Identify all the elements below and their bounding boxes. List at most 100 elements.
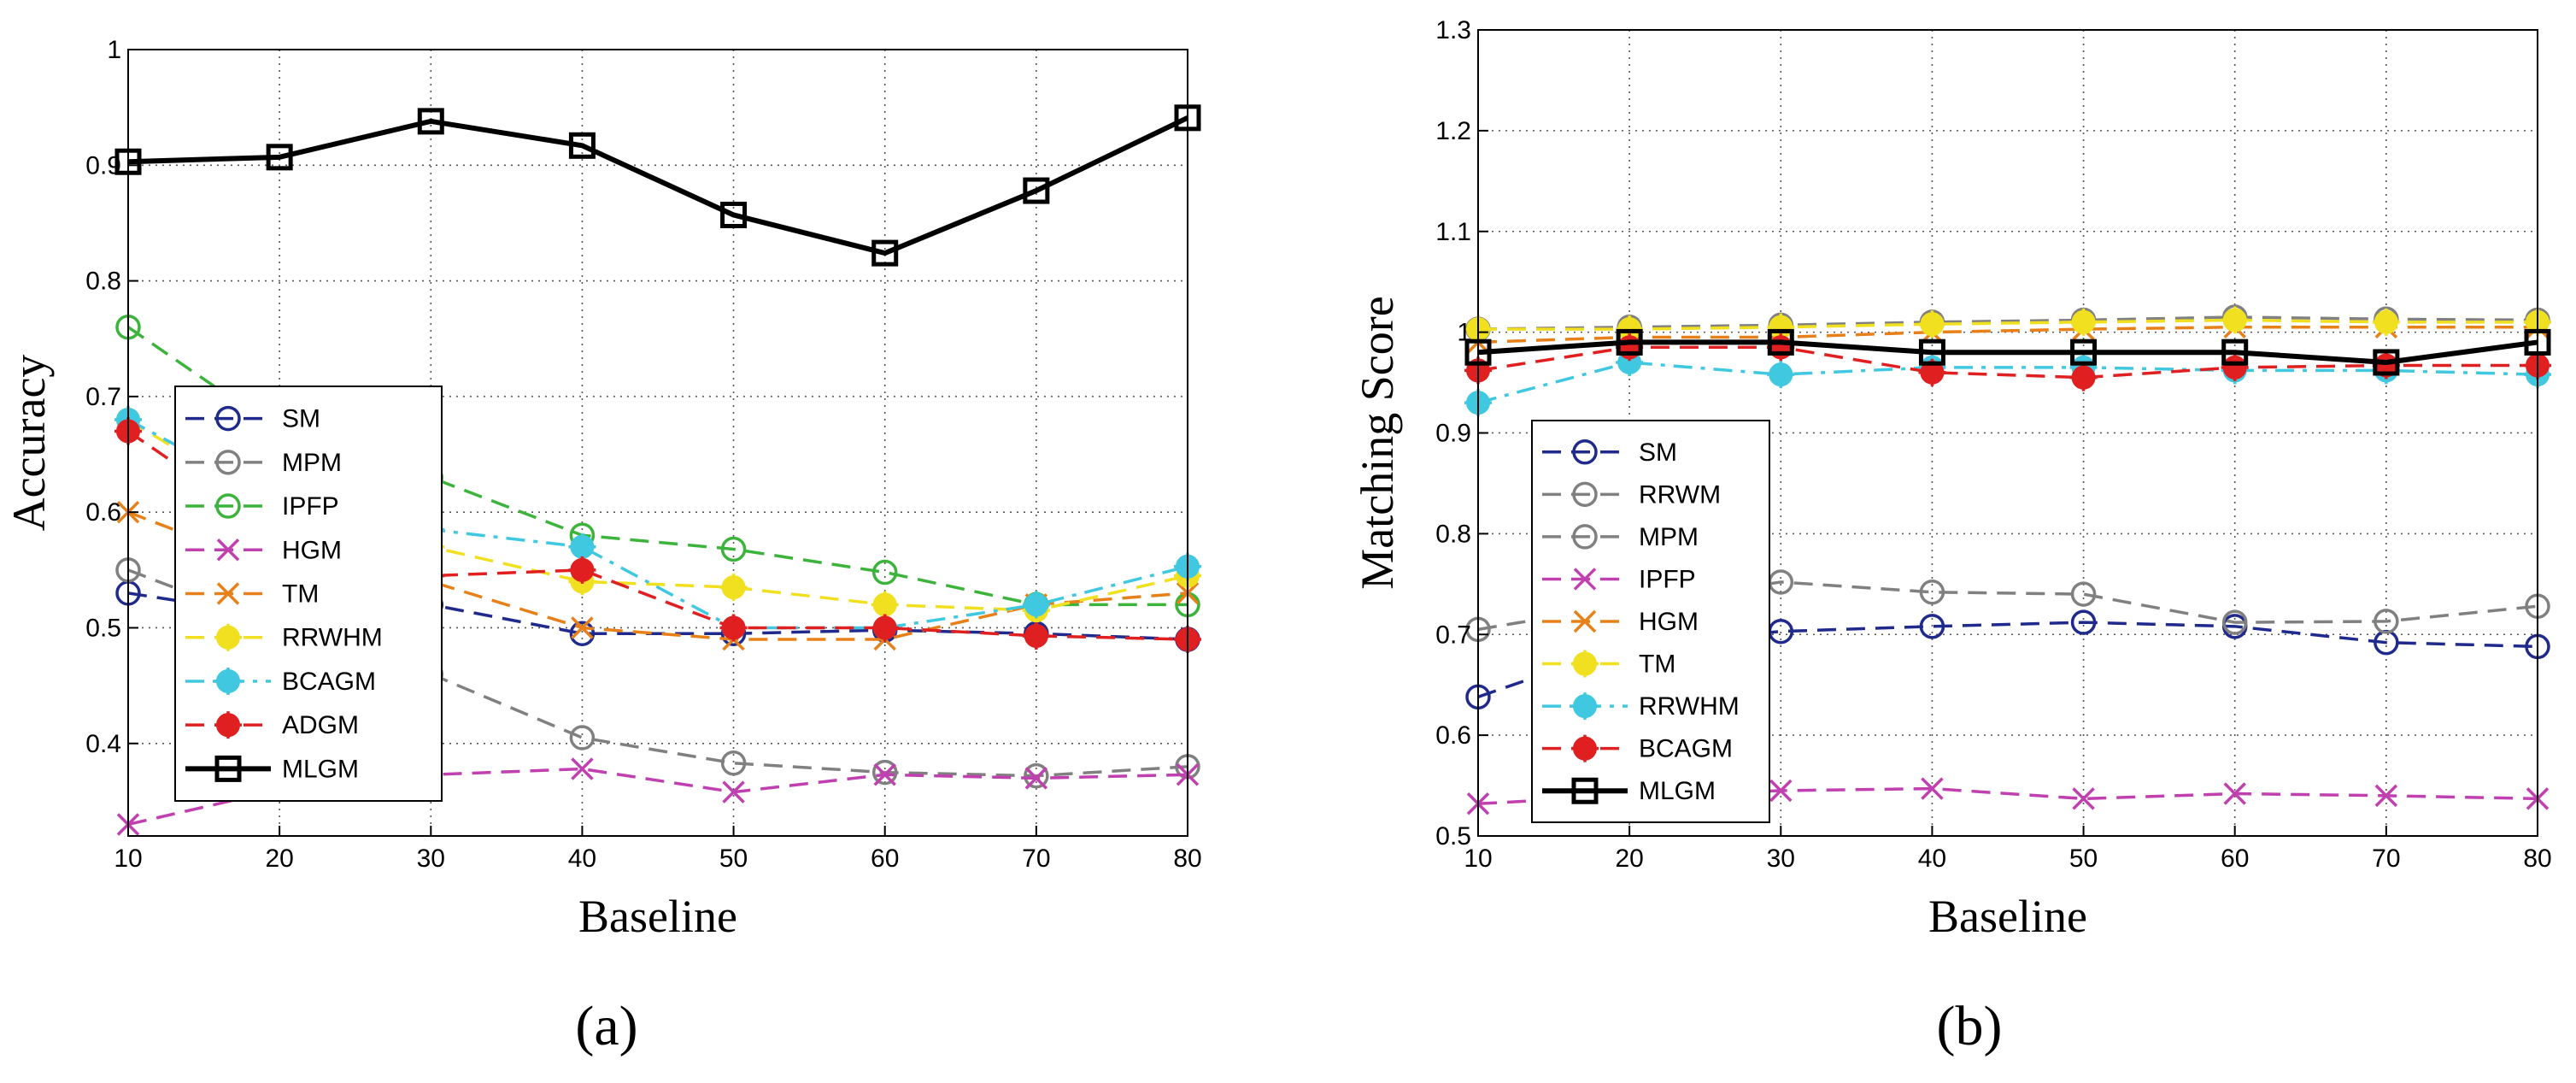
legend-label: HGM (282, 536, 342, 564)
data-point-mpm (720, 750, 747, 776)
legend-entry-mlgm: MLGM (1542, 777, 1716, 805)
legend-marker (1573, 568, 1597, 591)
x-tick-label: 30 (1767, 845, 1795, 873)
legend-label: IPFP (282, 492, 339, 521)
legend-label: TM (1639, 650, 1675, 679)
data-point-hgm (722, 780, 745, 803)
data-point-mlgm (2221, 338, 2249, 366)
data-point-ipfp (871, 559, 898, 586)
legend-label: BCAGM (1639, 735, 1733, 763)
data-point-mlgm (720, 201, 748, 228)
x-tick-label: 80 (2523, 845, 2551, 873)
data-point-adgm (719, 614, 748, 642)
y-tick-label: 1.3 (1435, 16, 1471, 44)
legend-label: RRWHM (1639, 692, 1740, 721)
y-tick-label: 0.6 (85, 498, 121, 527)
x-tick-label: 30 (417, 845, 445, 873)
legend-entry-tm: TM (1542, 650, 1675, 679)
x-tick-label: 20 (265, 845, 293, 873)
legend-marker (215, 493, 241, 519)
series-line-bcagm (127, 418, 1188, 630)
legend-marker (1571, 650, 1599, 678)
data-point-sm (1919, 614, 1945, 639)
series-line-rrwhm (1477, 361, 2538, 404)
legend-marker (1573, 609, 1597, 633)
legend-entry-tm: TM (185, 580, 319, 609)
legend-entry-adgm: ADGM (185, 711, 359, 739)
y-ticks-b: 0.5 0.6 0.7 0.8 0.9 1 1.1 1.2 1.3 (1435, 16, 1488, 851)
data-point-bcagm (2069, 363, 2098, 391)
data-point-rrwm (2221, 609, 2248, 635)
data-point-adgm (871, 614, 899, 642)
data-point-hgm (571, 757, 594, 780)
series-line-hgm (1477, 325, 2538, 344)
y-tick-label: 0.7 (85, 383, 121, 411)
legend-label: MPM (282, 449, 342, 477)
x-tick-label: 70 (2372, 845, 2400, 873)
x-axis-label-b: Baseline (1928, 891, 2087, 942)
data-point-tm (1918, 310, 1946, 338)
data-point-mlgm (266, 144, 293, 171)
x-tick-label: 10 (114, 845, 142, 873)
data-point-mpm (569, 725, 596, 750)
legend-marker (215, 405, 241, 432)
data-point-rrwm (2070, 581, 2097, 607)
x-tick-label: 70 (1022, 845, 1050, 873)
legend-marker (216, 539, 240, 562)
data-point-rrwhm (1767, 361, 1795, 389)
legend-entry-ipfp: IPFP (1542, 565, 1696, 593)
data-point-mlgm (871, 239, 899, 267)
data-point-mpm (1024, 762, 1049, 789)
legend-marker (1572, 439, 1598, 465)
series-mlgm (114, 104, 1201, 267)
data-point-mlgm (417, 108, 444, 135)
y-tick-label: 1.1 (1435, 218, 1471, 246)
legend-entry-hgm: HGM (185, 536, 342, 564)
y-axis-label-b: Matching Score (1352, 296, 1403, 589)
legend-b: SM RRWM MPM IPFP HGM TM RRWHM BCAGM MLGM (1531, 420, 1770, 823)
data-point-tm (2372, 308, 2400, 336)
data-point-ipfp (2374, 784, 2398, 808)
data-point-mlgm (2070, 338, 2098, 366)
x-tick-label: 40 (1918, 845, 1946, 873)
legend-marker (215, 450, 241, 475)
x-ticks-b: 10 20 30 40 50 60 70 80 (1464, 826, 2552, 873)
legend-label: RRWHM (282, 624, 383, 652)
legend-label: ADGM (282, 711, 359, 739)
data-point-ipfp (720, 536, 747, 562)
y-tick-label: 0.8 (85, 268, 121, 296)
data-point-hgm (1024, 767, 1048, 790)
data-point-tm (2069, 308, 2098, 336)
y-axis-label-a: Accuracy (3, 355, 55, 532)
data-point-mpm (871, 759, 898, 786)
legend-label: MLGM (1639, 777, 1716, 805)
legend-marker (1571, 734, 1599, 762)
data-point-adgm (568, 556, 596, 584)
data-point-tm (2221, 306, 2249, 334)
x-tick-label: 60 (2221, 845, 2249, 873)
legend-a: SM MPM IPFP HGM TM RRWHM BCAGM ADGM MLGM (174, 386, 443, 802)
x-tick-label: 40 (568, 845, 596, 873)
y-tick-label: 0.5 (1435, 822, 1471, 851)
legend-label: MPM (1639, 523, 1699, 551)
y-tick-label: 1.2 (1435, 117, 1471, 145)
data-point-ipfp (1769, 779, 1793, 803)
data-point-bcagm (1022, 591, 1050, 619)
data-point-sm (2070, 609, 2097, 635)
x-tick-label: 50 (719, 845, 748, 873)
data-point-ipfp (2072, 787, 2095, 810)
data-point-mlgm (1918, 338, 1945, 366)
y-tick-label: 0.6 (1435, 721, 1471, 750)
data-point-adgm (1022, 621, 1050, 650)
legend-marker (1572, 524, 1598, 550)
x-tick-label: 20 (1615, 845, 1643, 873)
legend-marker (1571, 692, 1599, 721)
legend-entry-ipfp: IPFP (185, 492, 339, 521)
data-point-rrwhm (719, 574, 748, 602)
data-point-rrwm (1919, 579, 1945, 605)
legend-label: SM (1639, 438, 1677, 467)
series-line-mpm (1477, 315, 2538, 331)
y-ticks-a: 0.4 0.5 0.6 0.7 0.8 0.9 1 (85, 36, 138, 758)
y-tick-label: 0.9 (1435, 420, 1471, 448)
